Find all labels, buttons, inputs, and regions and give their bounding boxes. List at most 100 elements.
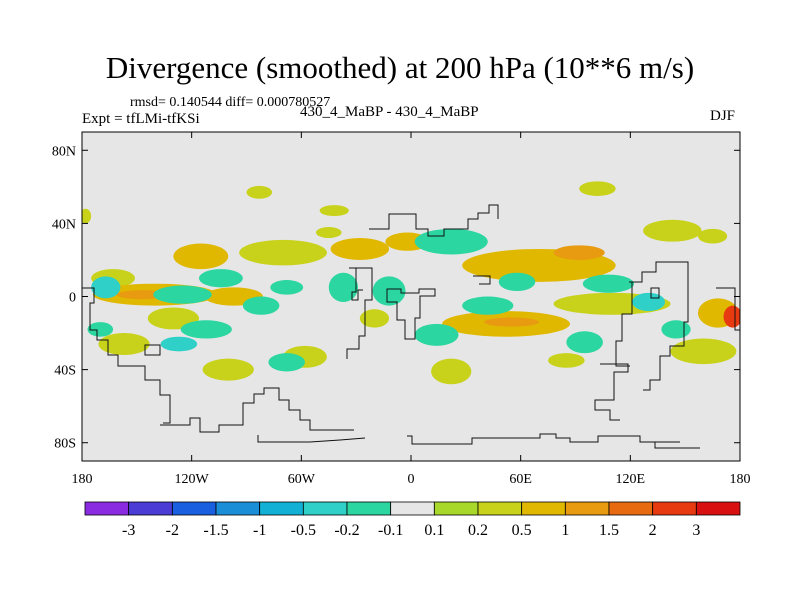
coastline [369,204,499,237]
season-label: DJF [710,108,736,124]
colorbar-swatch [564,501,610,516]
positive-divergence-region [579,181,616,196]
colorbar-label: -1 [253,522,266,539]
positive-divergence-region [82,208,92,224]
colorbar-swatch [215,501,261,516]
negative-divergence-region [270,280,304,295]
colorbar-label: -1.5 [203,522,228,539]
positive-divergence-region [319,205,349,217]
chart-title: Divergence (smoothed) at 200 hPa (10**6 … [105,50,695,85]
colorbar-swatch [608,501,654,516]
colorbar-label: 1.5 [599,522,619,539]
coastline [82,287,171,424]
colorbar: -3 -2 -1.5 -1 -0.5 -0.2 -0.1 0.1 0.2 0.5 1 1.5 2 3 [84,501,741,539]
positive-divergence-region [670,338,737,365]
coastline [160,387,354,433]
positive-divergence-region [723,305,740,328]
coastline [654,442,700,449]
coastline [473,275,491,285]
negative-divergence-region [498,272,536,292]
colorbar-label: -0.1 [378,522,403,539]
land-outlines [82,204,740,449]
colorbar-label: -3 [122,522,135,539]
positive-divergence-region [359,309,390,328]
colorbar-label: 0.2 [468,522,488,539]
x-tick-label: 60W [288,472,316,487]
positive-divergence-region [98,333,150,355]
colorbar-swatch [390,501,435,516]
negative-divergence-region [566,331,603,354]
positive-divergence-region [431,358,472,385]
divergence-field [82,181,740,385]
colorbar-swatch [521,501,566,516]
positive-divergence-region [484,317,539,327]
negative-divergence-region [87,322,114,337]
colorbar-label: 2 [649,522,657,539]
x-tick-label: 120E [616,472,646,487]
colorbar-label: 0.5 [512,522,532,539]
negative-divergence-region [582,274,634,293]
coastline [629,261,689,391]
colorbar-swatch [171,501,217,516]
colorbar-swatch [259,501,304,516]
colorbar-swatch [652,501,697,516]
colorbar-swatch [84,501,130,516]
negative-divergence-region [242,296,280,315]
coastline [615,282,633,367]
negative-divergence-region [160,336,198,352]
y-tick-label: 80S [54,437,76,452]
colorbar-swatch [695,501,741,516]
experiment-label: Expt = tfLMi-tfKSi [82,111,200,127]
positive-divergence-region [202,358,254,381]
colorbar-swatch [477,501,523,516]
colorbar-label: -0.5 [291,522,316,539]
y-tick-label: 40S [54,364,76,379]
coastline [594,363,629,421]
negative-divergence-region [632,292,666,312]
negative-divergence-region [414,323,459,346]
colorbar-label: -0.2 [334,522,359,539]
negative-divergence-region [91,276,121,299]
negative-divergence-region [328,272,358,302]
positive-divergence-region [553,245,605,260]
positive-divergence-region [330,238,390,260]
coastline [407,433,680,445]
positive-divergence-region [643,219,702,242]
colorbar-label: 1 [561,522,569,539]
y-tick-label: 0 [69,291,76,306]
colorbar-swatch [128,501,173,516]
coastline [386,288,436,340]
negative-divergence-region [268,353,305,372]
coastline [650,287,660,299]
coastline [346,267,373,359]
x-tick-label: 0 [408,472,415,487]
positive-divergence-region [173,243,229,270]
y-tick-label: 80N [52,144,76,159]
colorbar-label: -2 [166,522,179,539]
coastline [257,435,366,443]
positive-divergence-region [239,239,327,266]
y-tick-label: 40N [52,217,76,232]
negative-divergence-region [372,276,406,306]
positive-divergence-region [246,185,273,199]
coastline [144,344,161,356]
negative-divergence-region [198,269,243,288]
positive-divergence-region [697,228,728,244]
positive-divergence-region [315,227,342,239]
colorbar-label: 0.1 [424,522,444,539]
negative-divergence-region [180,320,232,339]
negative-divergence-region [414,228,488,255]
x-tick-label: 180 [730,472,751,487]
negative-divergence-region [661,320,691,339]
x-tick-label: 120W [175,472,210,487]
x-tick-label: 180 [72,472,93,487]
coastline [716,287,740,331]
rmsd-diff-stats: rmsd= 0.140544 diff= 0.000780527 [130,95,331,110]
coastline [351,268,363,301]
negative-divergence-region [462,296,514,315]
axes: 180 120W 60W 0 60E 120E 180 80N 40N 0 40S 80S [52,132,751,487]
x-tick-label: 60E [509,472,532,487]
case-label: 430_4_MaBP - 430_4_MaBP [300,104,479,120]
colorbar-swatch [433,501,479,516]
